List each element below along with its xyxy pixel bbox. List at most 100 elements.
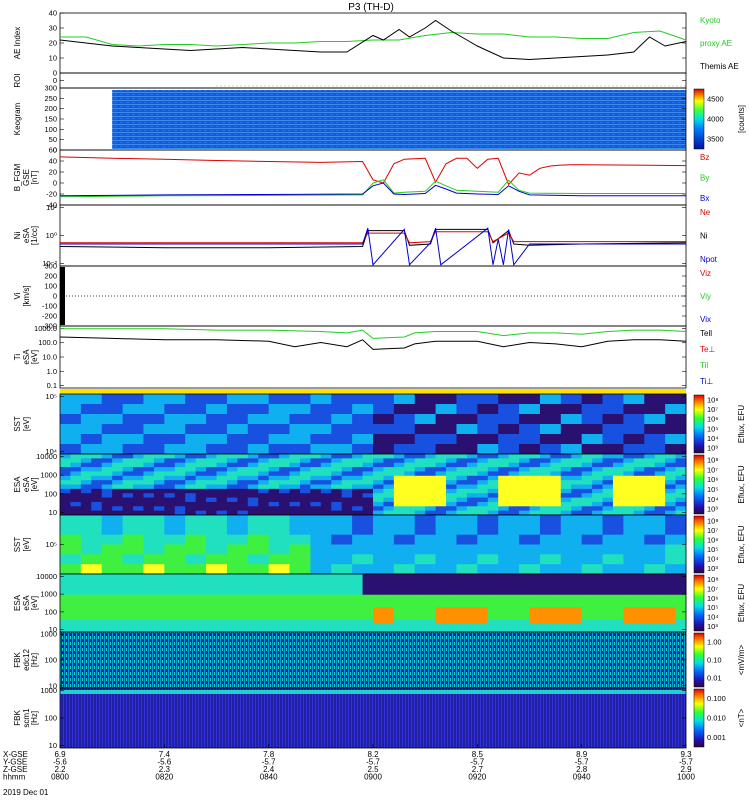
- legend-label: Viy: [700, 292, 711, 301]
- y-tick-label: 1000: [40, 590, 57, 599]
- y-tick-label: -40: [46, 201, 57, 210]
- esa2-spectrogram: [60, 574, 687, 633]
- y-axis-sublabel: [eV]: [30, 350, 39, 364]
- colorbar: [693, 394, 705, 454]
- panel-esa1: 10 100 1000 10000 ESA eSA [eV] 10³10⁴10⁵10⁶10⁷1…: [13, 452, 746, 517]
- colorbar-tick-label: 0.100: [707, 694, 726, 703]
- y-tick-label: 20: [49, 168, 57, 177]
- y-axis-sublabel: eSA: [22, 595, 31, 611]
- y-tick-label: 150: [44, 115, 57, 124]
- chart-title: P3 (TH-D): [348, 2, 394, 13]
- colorbar-tick-label: 1.00: [707, 638, 722, 647]
- legend-label: Bz: [700, 153, 709, 162]
- colorbar-tick-label: 10⁴: [707, 613, 719, 622]
- y-tick-label: 40: [49, 157, 57, 166]
- colorbar: [693, 88, 705, 150]
- colorbar-tick-label: 10⁸: [707, 575, 719, 584]
- x-tick-label: 0820: [155, 773, 173, 782]
- legend-label: By: [700, 174, 709, 183]
- series-bx: [59, 182, 686, 197]
- x-tick-label: 8.2: [367, 750, 379, 759]
- y-tick-label: 1000: [40, 471, 57, 480]
- y-axis-label: B_FGM: [13, 163, 22, 191]
- series-kyoto-proxy-ae: [60, 30, 687, 47]
- colorbar-tick-label: 10⁶: [707, 415, 718, 424]
- panel-ti: 0.1 1.0 10.0 100.0 1000.0 Ti eSA [eV] Tell Te⊥ Til…: [13, 324, 715, 390]
- colorbar-tick-label: 0.010: [707, 714, 726, 723]
- colorbar-tick-label: 3500: [707, 135, 724, 144]
- y-axis-sublabel: [Hz]: [30, 653, 39, 667]
- x-tick-label: 0940: [573, 773, 591, 782]
- y-tick-label: 100: [44, 489, 57, 498]
- y-tick-label: 0.1: [47, 381, 57, 390]
- y-tick-label: 10⁵: [46, 540, 57, 549]
- legend-label: Til: [700, 361, 708, 370]
- x-tick-label: -5.6: [157, 758, 171, 767]
- x-tick-label: 8.5: [472, 750, 484, 759]
- y-axis-label: ROI: [13, 73, 22, 87]
- colorbar-tick-label: 4500: [707, 95, 724, 104]
- x-row-label: Y-GSE: [3, 758, 27, 767]
- y-tick-label: 100.0: [38, 338, 57, 347]
- legend-label: Ni: [700, 232, 708, 241]
- x-tick-label: -5.6: [53, 758, 67, 767]
- legend-label: Kyoto: [700, 16, 721, 25]
- separator-band: [60, 389, 686, 394]
- x-row-label: Z-GSE: [3, 765, 27, 774]
- colorbar: [693, 515, 705, 574]
- y-tick-label: 10.0: [42, 353, 57, 362]
- y-axis-sublabel: [1/cc]: [30, 226, 39, 245]
- x-tick-label: 0920: [468, 773, 486, 782]
- x-axis-header: 6.9-5.62.208007.4-5.62.308207.8-5.72.408…: [3, 744, 695, 797]
- colorbar: [693, 454, 705, 515]
- legend-label: Bx: [700, 194, 709, 203]
- keogram-image: [112, 90, 686, 149]
- colorbar-tick-label: 10⁶: [707, 475, 718, 484]
- series-by: [59, 179, 686, 198]
- y-axis-label: AE Index: [13, 27, 22, 59]
- colorbar-label: Eflux, EFU: [737, 525, 746, 563]
- colorbar-tick-label: 10⁶: [707, 535, 718, 544]
- colorbar-tick-label: 0.001: [707, 733, 726, 742]
- y-axis-label: ESA: [13, 476, 22, 493]
- colorbar-tick-label: 10³: [707, 564, 718, 573]
- y-tick-label: 50: [49, 135, 57, 144]
- colorbar-label: Eflux, EFU: [737, 405, 746, 443]
- y-tick-label: 0: [53, 179, 57, 188]
- legend-label: Ne: [700, 208, 711, 217]
- y-tick-label: 20: [49, 39, 57, 48]
- y-tick-label: 10: [49, 54, 57, 63]
- y-tick-label: 10: [49, 625, 57, 634]
- legend-label: Themis AE: [700, 62, 739, 71]
- x-tick-label: -5.7: [470, 758, 484, 767]
- y-tick-label: -200: [42, 312, 57, 321]
- colorbar: [693, 632, 705, 688]
- x-tick-label: -5.7: [575, 758, 589, 767]
- y-tick-label: 1.0: [47, 367, 57, 376]
- colorbar-tick-label: 10⁵: [707, 424, 718, 433]
- colorbar-tick-label: 0.10: [707, 656, 722, 665]
- y-axis-sublabel: [eV]: [22, 417, 31, 431]
- colorbar-tick-label: 10⁴: [707, 554, 719, 563]
- legend-label: Vix: [700, 315, 711, 324]
- x-tick-label: -5.7: [679, 758, 693, 767]
- y-tick-label: 100: [44, 125, 57, 134]
- date-label: 2019 Dec 01: [3, 788, 49, 797]
- legend-label: Viz: [700, 269, 711, 278]
- colorbar-tick-label: 10⁵: [707, 485, 718, 494]
- x-tick-label: 2.8: [576, 765, 588, 774]
- y-axis-sublabel: [Hz]: [30, 711, 39, 725]
- panel-esa2: 10 100 1000 10000 ESA eSA [eV] 10³10⁴10⁵10⁶10⁷1…: [13, 572, 746, 634]
- esa1-spectrogram: [60, 454, 687, 516]
- colorbar-label: Eflux, EFU: [737, 584, 746, 622]
- y-tick-label: 300: [44, 84, 57, 93]
- colorbar-tick-label: 4000: [707, 115, 724, 124]
- y-tick-label: 0: [53, 76, 57, 85]
- y-tick-label: 10⁵: [46, 392, 57, 401]
- x-tick-label: 2.3: [159, 765, 171, 774]
- x-tick-label: 7.8: [263, 750, 275, 759]
- y-axis-label: FBK: [13, 710, 22, 726]
- y-axis-sublabel: edc12: [22, 649, 31, 671]
- y-tick-label: 100: [44, 714, 57, 723]
